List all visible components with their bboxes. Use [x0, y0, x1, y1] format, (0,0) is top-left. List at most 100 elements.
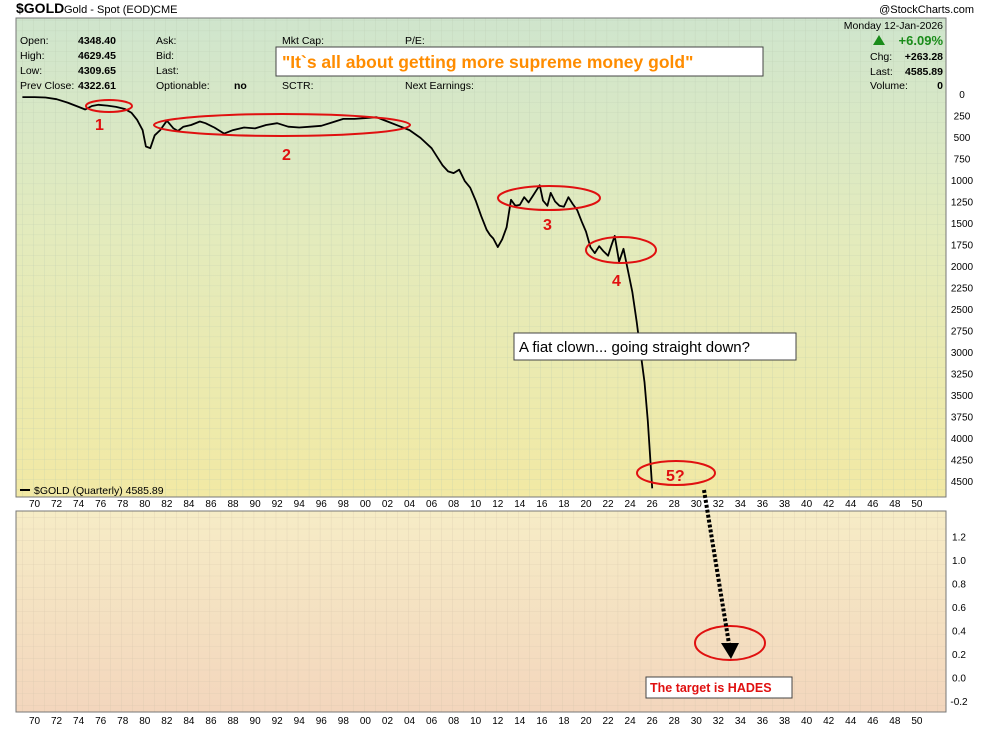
x-axis-tick-label: 78	[117, 499, 129, 510]
price-axis-tick-label: 3500	[951, 391, 974, 402]
change-pct: +6.09%	[899, 33, 944, 48]
up-arrow-icon	[873, 35, 885, 45]
lower-axis-tick-label: 1.2	[952, 533, 966, 544]
x-axis-tick-label: 00	[360, 716, 372, 727]
annotation-ellipse-4	[585, 236, 657, 264]
x-axis-tick-label: 20	[580, 499, 592, 510]
x-axis-tick-label: 74	[73, 499, 85, 510]
x-axis-tick-label: 30	[691, 499, 703, 510]
x-axis-tick-label: 84	[183, 716, 195, 727]
lower-axis-tick-label: 0.0	[952, 674, 966, 685]
open-label: Open:	[20, 35, 49, 47]
price-panel-grid	[16, 18, 946, 497]
x-axis-tick-label: 80	[139, 716, 151, 727]
price-axis-tick-label: 1750	[951, 241, 974, 252]
arrow-head-icon	[721, 643, 739, 659]
price-axis-tick-label: 1500	[951, 219, 974, 230]
annotation-ellipse-1	[85, 99, 133, 113]
dotted-arrow	[702, 489, 732, 651]
x-axis-tick-label: 10	[470, 499, 482, 510]
high-label: High:	[20, 50, 45, 62]
x-axis-tick-label: 40	[801, 499, 813, 510]
x-axis-tick-label: 88	[227, 499, 239, 510]
mktcap-label: Mkt Cap:	[282, 35, 324, 47]
x-axis-tick-label: 86	[205, 499, 217, 510]
price-axis-tick-label: 0	[959, 90, 965, 101]
hades-note-text: The target is HADES	[650, 681, 772, 695]
chg-label: Chg:	[870, 51, 892, 63]
x-axis-tick-label: 02	[382, 716, 394, 727]
hades-note-box	[645, 676, 793, 699]
x-axis-tick-label: 32	[713, 716, 725, 727]
lower-axis-tick-label: -0.2	[950, 697, 968, 708]
x-axis-tick-label: 34	[735, 499, 747, 510]
lower-panel-frame	[15, 510, 947, 713]
x-axis-tick-label: 02	[382, 499, 394, 510]
lower-axis: -0.2 0.0 0.2 0.4 0.6 0.8 1.0 1.2	[950, 533, 968, 709]
ask-label: Ask:	[156, 35, 176, 47]
x-axis-bottom: 70 72 74 76 78 80 82 84 86 88 90 92 94 96 98 00 02 04 06 08…	[29, 716, 923, 727]
sctr-label: SCTR:	[282, 80, 314, 92]
x-axis-tick-label: 14	[514, 716, 526, 727]
x-axis-tick-label: 92	[272, 499, 284, 510]
price-axis-tick-label: 3250	[951, 370, 974, 381]
price-axis-tick-label: 4250	[951, 456, 974, 467]
x-axis-tick-label: 38	[779, 716, 791, 727]
bid-label: Bid:	[156, 50, 174, 62]
optionable-value: no	[234, 80, 247, 92]
low-label: Low:	[20, 65, 42, 77]
chart-exchange: CME	[153, 4, 177, 16]
x-axis-tick-label: 84	[183, 499, 195, 510]
x-axis-tick-label: 82	[161, 499, 173, 510]
x-axis-tick-label: 46	[867, 716, 879, 727]
pe-label: P/E:	[405, 35, 425, 47]
x-axis-tick-label: 12	[492, 716, 504, 727]
x-axis-tick-label: 24	[625, 716, 637, 727]
x-axis-tick-label: 22	[602, 499, 614, 510]
prev-close-value: 4322.61	[78, 80, 116, 92]
x-axis-tick-label: 06	[426, 499, 438, 510]
legend-text: $GOLD (Quarterly) 4585.89	[34, 485, 164, 497]
annotation-ellipse-5	[636, 460, 716, 486]
x-axis-tick-label: 80	[139, 499, 151, 510]
legend-swatch	[20, 489, 30, 491]
prev-close-label: Prev Close:	[20, 80, 74, 92]
x-axis-tick-label: 92	[272, 716, 284, 727]
x-axis-tick-label: 28	[669, 716, 681, 727]
x-axis-tick-label: 50	[911, 499, 923, 510]
x-axis-tick-label: 22	[602, 716, 614, 727]
lower-axis-tick-label: 0.4	[952, 627, 966, 638]
price-axis-tick-label: 500	[954, 133, 971, 144]
x-axis-tick-label: 96	[316, 716, 328, 727]
x-axis-tick-label: 04	[404, 499, 416, 510]
x-axis-tick-label: 48	[889, 716, 901, 727]
x-axis-tick-label: 90	[250, 499, 262, 510]
price-axis-tick-label: 4500	[951, 477, 974, 488]
x-axis-tick-label: 16	[536, 499, 548, 510]
hades-target-ellipse	[694, 625, 766, 661]
watermark: @StockCharts.com	[879, 4, 974, 16]
x-axis-tick-label: 88	[227, 716, 239, 727]
price-axis-tick-label: 1250	[951, 198, 974, 209]
x-axis-tick-label: 44	[845, 499, 857, 510]
last-value: 4585.89	[905, 66, 943, 78]
lower-axis-tick-label: 0.8	[952, 580, 966, 591]
x-axis-tick-label: 98	[338, 716, 350, 727]
x-axis-tick-label: 76	[95, 499, 107, 510]
x-axis-tick-label: 00	[360, 499, 372, 510]
price-axis-tick-label: 1000	[951, 176, 974, 187]
x-axis-tick-label: 76	[95, 716, 107, 727]
x-axis-tick-label: 50	[911, 716, 923, 727]
x-axis-tick-label: 28	[669, 499, 681, 510]
open-value: 4348.40	[78, 35, 116, 47]
fiat-note-text: A fiat clown... going straight down?	[519, 339, 750, 356]
x-axis-tick-label: 12	[492, 499, 504, 510]
x-axis-tick-label: 36	[757, 499, 769, 510]
volume-value: 0	[937, 80, 943, 92]
x-axis-tick-label: 16	[536, 716, 548, 727]
next-earnings-label: Next Earnings:	[405, 80, 474, 92]
price-panel-frame	[15, 17, 947, 498]
x-axis-tick-label: 90	[250, 716, 262, 727]
price-axis: 0 250 500 750 1000 1250 1500 1750 2000 2250 2500 27…	[951, 90, 974, 488]
